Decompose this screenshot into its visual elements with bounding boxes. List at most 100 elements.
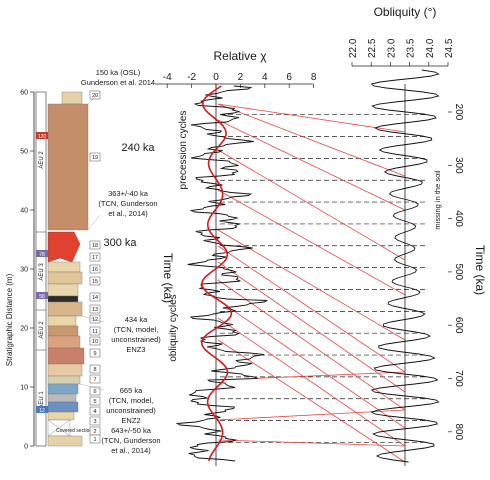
annotation-434ka-l4: ENZ3 [126,345,145,354]
bed-number: 3 [93,419,96,425]
red-tie-line [217,439,406,447]
age-badge-text: 78 [39,252,45,258]
connector-line [81,315,105,323]
red-tie-line [217,103,406,177]
bed-number: 4 [93,409,96,415]
obliquity-tick-label: 23.5 [406,38,417,58]
unit-20 [61,91,83,105]
unit-19 [47,103,89,231]
chi-susceptibility-curve [175,85,268,462]
annotation-240ka: 240 ka [121,142,155,154]
annotation-363ka-ref2: et al., 2014) [108,209,148,218]
red-tie-line [217,279,406,411]
annotation-300ka: 300 ka [103,237,137,249]
age-badge-text: 120 [38,134,47,140]
connector-line [87,214,101,231]
unit-3 [47,411,75,421]
bed-number-box [89,304,101,314]
annotation-434ka: 434 ka [125,315,148,324]
obliquity-axis-ticks: 22.0 22.5 23.0 23.5 24.0 24.5 [348,38,455,67]
time-tick-label: 200 [453,104,464,121]
bed-number-box [89,406,101,416]
age-badge [36,132,48,139]
time-axis-ticks: 200 300 400 500 600 700 800 [448,104,464,441]
aeu-column [35,91,47,447]
precession-cycles-label: precession cycles [178,111,189,190]
bed-number-box [89,240,101,250]
bed-number-box [89,386,101,396]
unit-10 [47,335,81,349]
strat-tick-label: 0 [24,444,28,451]
obliquity-cycles-label: obliquity cycles [168,294,179,361]
obliquity-axis: Obliquity (°) 22.0 22.5 23.0 23.5 24.0 24.5 [348,5,455,67]
bed-number: 6 [93,389,96,395]
red-tie-lines [217,103,406,463]
cycle-tie-dashed-lines [220,114,425,443]
chi-axis-label: Relative χ [214,49,268,63]
connector-line [79,383,105,391]
chi-tick-label: 6 [286,72,292,83]
red-tie-line [217,189,406,296]
bed-number: 10 [92,339,98,345]
annotation-665ka-l4: ENZ2 [121,416,140,425]
bed-number-box [89,364,101,374]
bed-number: 18 [92,243,98,249]
time-tick-label: 400 [453,210,464,227]
bed-number: 5 [93,399,96,405]
time-tick-label: 800 [453,423,464,440]
obliquity-tick-label: 23.0 [386,38,397,58]
bed-number: 9 [93,351,96,357]
red-tie-line [217,409,406,421]
age-annotations: 150 ka (OSL) Gunderson et al. 2014 240 k… [79,68,175,455]
red-tie-line [217,261,406,393]
chi-tick-label: -2 [187,72,196,83]
annotation-665ka-l3: unconstrained) [106,406,156,415]
strat-tick-label: 10 [20,385,28,392]
age-badge [36,292,48,299]
unit-9 [47,347,85,365]
bed-number-box [89,314,101,324]
strat-axis-ticks: 0 10 20 30 40 50 60 [20,90,34,451]
covered-section-label: Covered section [56,428,92,434]
bed-number: 7 [93,377,96,383]
bed-number: 17 [92,255,98,261]
unit-11 [47,325,79,337]
aeu-label-1: AEU 1 [39,391,45,409]
strat-tick-label: 50 [20,149,28,156]
annotation-osl-ref: Gunderson et al. 2014 [81,78,155,87]
bed-number: 14 [92,295,98,301]
bed-number: 13 [92,307,98,313]
red-tie-line [217,229,406,341]
annotation-434ka-l3: unconstrained) [111,335,161,344]
annotation-363ka: 363+/-40 ka [108,189,149,198]
unit-5 [47,393,77,403]
red-tie-line [217,119,406,211]
annotation-665ka: 665 ka [120,386,143,395]
bed-number-box [89,416,101,426]
red-tie-line [217,149,406,261]
strat-column: Stratigraphic Distance (m) 0102030405060… [5,90,101,451]
bed-number-box [89,326,101,336]
aeu-label-upper: AEU 2 [39,151,45,169]
chi-filtered-curve [200,85,233,462]
time-label-mid: Time (ka) [161,253,175,303]
chi-tick-label: 8 [311,72,317,83]
annotation-643ka-l2: (TCN, Gunderson [101,436,160,445]
strat-tick-label: 30 [20,267,28,274]
obliquity-tick-label: 24.5 [444,38,455,58]
bed-number-box [89,292,101,302]
bed-number: 19 [92,155,98,161]
annotation-434ka-l2: (TCN, model, [114,325,159,334]
unit-14 [47,295,79,303]
red-tie-line [217,103,406,133]
unit-17 [47,261,81,273]
bed-number-box [89,264,101,274]
red-tie-line [217,299,406,429]
bed-number: 2 [93,429,96,435]
annotation-665ka-l2: (TCN, model, [109,396,154,405]
chi-axis-ticks: -4 -2 0 2 4 6 8 [163,72,317,88]
unit-1 [47,435,83,447]
bed-number: 12 [92,317,98,323]
strat-axis-label: Stratigraphic Distance (m) [5,273,14,366]
